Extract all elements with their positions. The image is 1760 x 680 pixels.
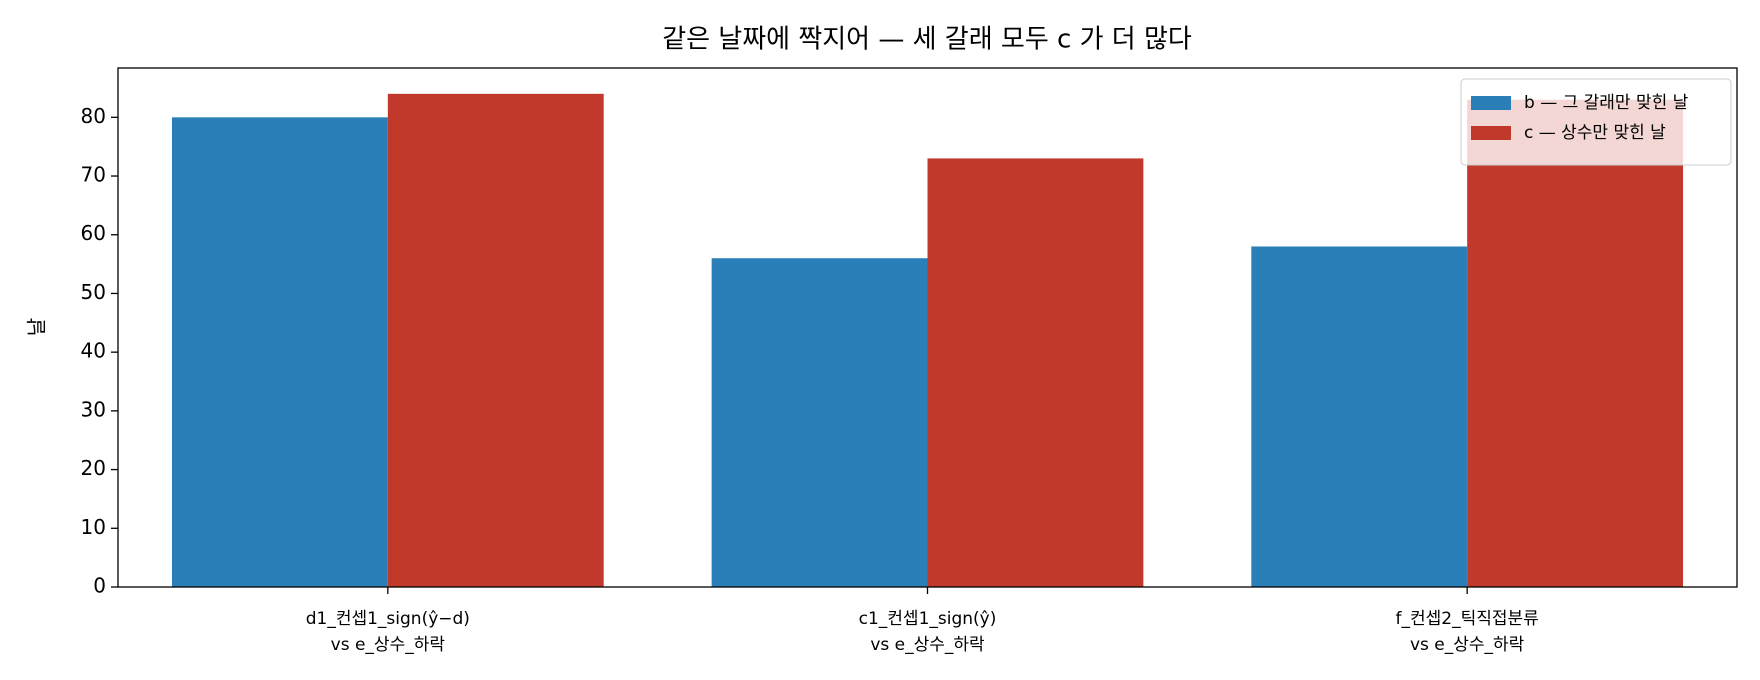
legend-swatch <box>1471 126 1511 140</box>
chart-title: 같은 날짜에 짝지어 — 세 갈래 모두 c 가 더 많다 <box>662 25 1192 55</box>
bar <box>711 258 928 587</box>
legend-label: b — 그 갈래만 맞힌 날 <box>1524 93 1689 113</box>
x-tick-label-line: vs e_상수_하락 <box>870 635 985 655</box>
y-tick-label: 40 <box>81 339 106 363</box>
y-tick-label: 60 <box>81 221 106 245</box>
bar <box>927 158 1144 587</box>
x-tick-label-line: d1_컨셉1_sign(ŷ−d) <box>306 609 470 629</box>
legend-label: c — 상수만 맞힌 날 <box>1524 123 1666 143</box>
x-tick-label: d1_컨셉1_sign(ŷ−d)vs e_상수_하락 <box>306 609 470 655</box>
y-tick-label: 30 <box>81 397 106 421</box>
legend-box <box>1460 78 1732 166</box>
legend-swatch <box>1471 96 1511 110</box>
bar <box>1251 246 1468 587</box>
bar <box>1467 99 1684 588</box>
y-tick-label: 70 <box>81 163 106 187</box>
x-tick-label-line: f_컨셉2_틱직접분류 <box>1396 609 1539 629</box>
x-tick-label-line: vs e_상수_하락 <box>1410 635 1525 655</box>
y-tick-label: 20 <box>81 456 106 480</box>
y-tick-label: 10 <box>81 515 106 539</box>
x-tick-label-line: c1_컨셉1_sign(ŷ) <box>859 609 997 629</box>
x-tick-label: c1_컨셉1_sign(ŷ)vs e_상수_하락 <box>859 609 997 655</box>
y-tick-label: 50 <box>81 280 106 304</box>
y-tick-label: 0 <box>93 574 106 598</box>
plot-frame <box>117 67 1738 588</box>
bar <box>387 93 604 587</box>
y-tick-label: 80 <box>81 104 106 128</box>
y-axis-label: 날 <box>25 318 49 336</box>
bar <box>171 117 388 587</box>
x-tick-label-line: vs e_상수_하락 <box>331 635 446 655</box>
